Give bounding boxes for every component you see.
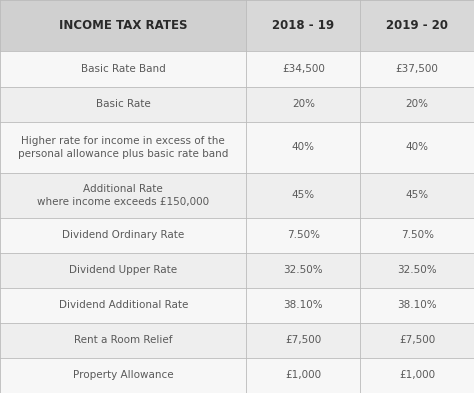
Bar (0, 218, 246, 253)
Bar (246, 288, 360, 323)
Text: Rent a Room Relief: Rent a Room Relief (74, 335, 173, 345)
Bar (0, 288, 246, 323)
Bar (0, 323, 246, 358)
Bar (246, 173, 360, 218)
Bar (246, 218, 360, 253)
Text: 38.10%: 38.10% (397, 300, 437, 310)
Text: Basic Rate: Basic Rate (96, 99, 151, 109)
Text: 2019 - 20: 2019 - 20 (386, 19, 448, 32)
Text: 38.10%: 38.10% (283, 300, 323, 310)
Bar (360, 86, 474, 122)
Bar (0, 253, 246, 288)
Bar (360, 253, 474, 288)
Bar (246, 0, 360, 51)
Bar (0, 51, 246, 86)
Bar (360, 173, 474, 218)
Bar (246, 358, 360, 393)
Text: Dividend Additional Rate: Dividend Additional Rate (59, 300, 188, 310)
Text: 45%: 45% (292, 190, 315, 200)
Bar (0, 358, 246, 393)
Text: £7,500: £7,500 (399, 335, 435, 345)
Bar (0, 122, 246, 173)
Text: 20%: 20% (406, 99, 428, 109)
Text: Additional Rate
where income exceeds £150,000: Additional Rate where income exceeds £15… (37, 184, 210, 207)
Text: £1,000: £1,000 (399, 371, 435, 380)
Text: £37,500: £37,500 (396, 64, 438, 74)
Text: Property Allowance: Property Allowance (73, 371, 173, 380)
Text: £1,000: £1,000 (285, 371, 321, 380)
Text: 32.50%: 32.50% (397, 265, 437, 275)
Text: £7,500: £7,500 (285, 335, 321, 345)
Bar (0, 86, 246, 122)
Text: 20%: 20% (292, 99, 315, 109)
Text: INCOME TAX RATES: INCOME TAX RATES (59, 19, 188, 32)
Text: Higher rate for income in excess of the
personal allowance plus basic rate band: Higher rate for income in excess of the … (18, 136, 228, 159)
Bar (360, 122, 474, 173)
Text: 40%: 40% (406, 142, 428, 152)
Bar (246, 323, 360, 358)
Text: 7.50%: 7.50% (287, 230, 320, 240)
Text: 2018 - 19: 2018 - 19 (272, 19, 335, 32)
Text: 45%: 45% (406, 190, 428, 200)
Text: 7.50%: 7.50% (401, 230, 434, 240)
Bar (0, 173, 246, 218)
Bar (360, 323, 474, 358)
Bar (360, 288, 474, 323)
Text: 32.50%: 32.50% (283, 265, 323, 275)
Bar (360, 358, 474, 393)
Bar (246, 86, 360, 122)
Text: Dividend Upper Rate: Dividend Upper Rate (69, 265, 177, 275)
Bar (246, 122, 360, 173)
Text: Dividend Ordinary Rate: Dividend Ordinary Rate (62, 230, 184, 240)
Text: Basic Rate Band: Basic Rate Band (81, 64, 165, 74)
Bar (360, 218, 474, 253)
Bar (360, 0, 474, 51)
Text: £34,500: £34,500 (282, 64, 325, 74)
Bar (246, 51, 360, 86)
Bar (360, 51, 474, 86)
Text: 40%: 40% (292, 142, 315, 152)
Bar (0, 0, 246, 51)
Bar (246, 253, 360, 288)
